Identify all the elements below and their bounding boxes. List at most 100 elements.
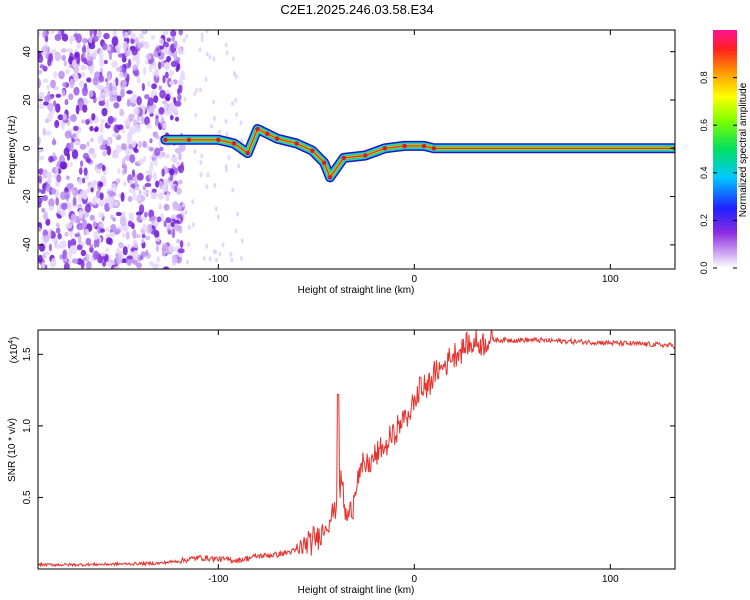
noise-blob [225,50,229,56]
noise-blob [75,104,80,115]
noise-blob [86,141,90,148]
noise-blob [82,52,86,59]
noise-blob [83,191,88,200]
noise-blob [38,137,41,147]
noise-blob [205,30,209,34]
noise-blob [173,219,180,224]
noise-blob [85,260,92,269]
noise-blob [136,75,141,84]
noise-blob [176,239,181,244]
noise-blob [141,239,145,244]
noise-blob [142,191,149,196]
noise-blob [156,255,160,263]
noise-blob [68,248,72,259]
noise-blob [191,199,195,205]
noise-blob [126,73,130,82]
noise-blob [138,140,143,149]
noise-blob [136,114,140,122]
noise-blob [144,94,150,100]
noise-blob [75,33,83,44]
noise-blob [45,30,49,36]
noise-blob [174,106,179,114]
noise-blob [98,211,105,219]
noise-blob [46,84,51,90]
noise-blob [73,72,79,82]
noise-blob [69,78,75,89]
noise-blob [103,177,107,187]
noise-blob [164,153,171,159]
noise-blob [237,163,241,169]
noise-blob [63,262,70,269]
noise-blob [140,251,147,258]
noise-blob [66,48,73,53]
noise-blob [80,119,86,124]
noise-blob [145,249,149,257]
noise-blob [99,223,105,228]
noise-blob [161,243,168,250]
x-tick-label: 100 [602,574,619,585]
noise-blob [199,160,203,166]
noise-blob [68,56,74,65]
noise-blob [59,240,67,249]
noise-blob [60,209,65,217]
noise-blob [157,192,164,199]
noise-blob [94,126,99,132]
noise-blob [155,47,160,52]
noise-blob [55,197,59,206]
noise-blob [101,42,108,51]
noise-blob [137,42,144,49]
noise-blob [149,161,154,167]
noise-blob [111,60,118,68]
noise-blob [145,53,152,61]
noise-blob [44,35,49,43]
noise-blob [57,205,61,215]
noise-blob [177,248,185,254]
noise-blob [64,231,69,237]
y-tick-label: 1.0 [22,418,33,432]
noise-blob [125,146,132,156]
noise-blob [112,30,118,38]
noise-blob [98,75,105,83]
noise-blob [236,211,239,217]
noise-blob [118,241,124,249]
noise-blob [134,180,138,187]
snr-panel: -100 0 100 0.5 1.0 1.5 Height of straight lin… [7,329,676,596]
track-point [265,131,270,136]
noise-blob [113,200,119,207]
noise-blob [158,85,163,91]
noise-blob [195,87,199,93]
noise-blob [213,116,216,121]
noise-blob [133,69,140,77]
noise-blob [162,30,169,36]
noise-blob [41,155,45,161]
noise-blob [101,91,106,97]
noise-blob [198,47,202,53]
noise-blob [155,244,159,252]
spectrogram-xlabel: Height of straight line (km) [298,285,415,296]
noise-blob [202,256,206,262]
noise-blob [108,50,113,61]
noise-blob [54,33,62,42]
noise-blob [98,85,103,91]
noise-blob [62,113,68,121]
track-point [216,137,221,142]
noise-blob [165,89,171,95]
noise-blob [198,87,202,93]
track-point [363,153,368,158]
noise-blob [57,233,62,240]
noise-blob [129,154,136,164]
noise-blob [193,149,197,154]
y-tick-label: 0.5 [22,490,33,504]
noise-blob [235,112,239,118]
noise-blob [127,243,131,250]
noise-blob [175,161,181,167]
noise-blob [67,202,72,212]
noise-blob [231,187,235,193]
noise-blob [142,155,147,163]
noise-blob [57,114,64,121]
noise-blob [192,222,195,228]
noise-blob [120,192,125,202]
noise-blob [154,147,161,157]
noise-blob [135,195,142,203]
noise-blob [154,158,158,166]
